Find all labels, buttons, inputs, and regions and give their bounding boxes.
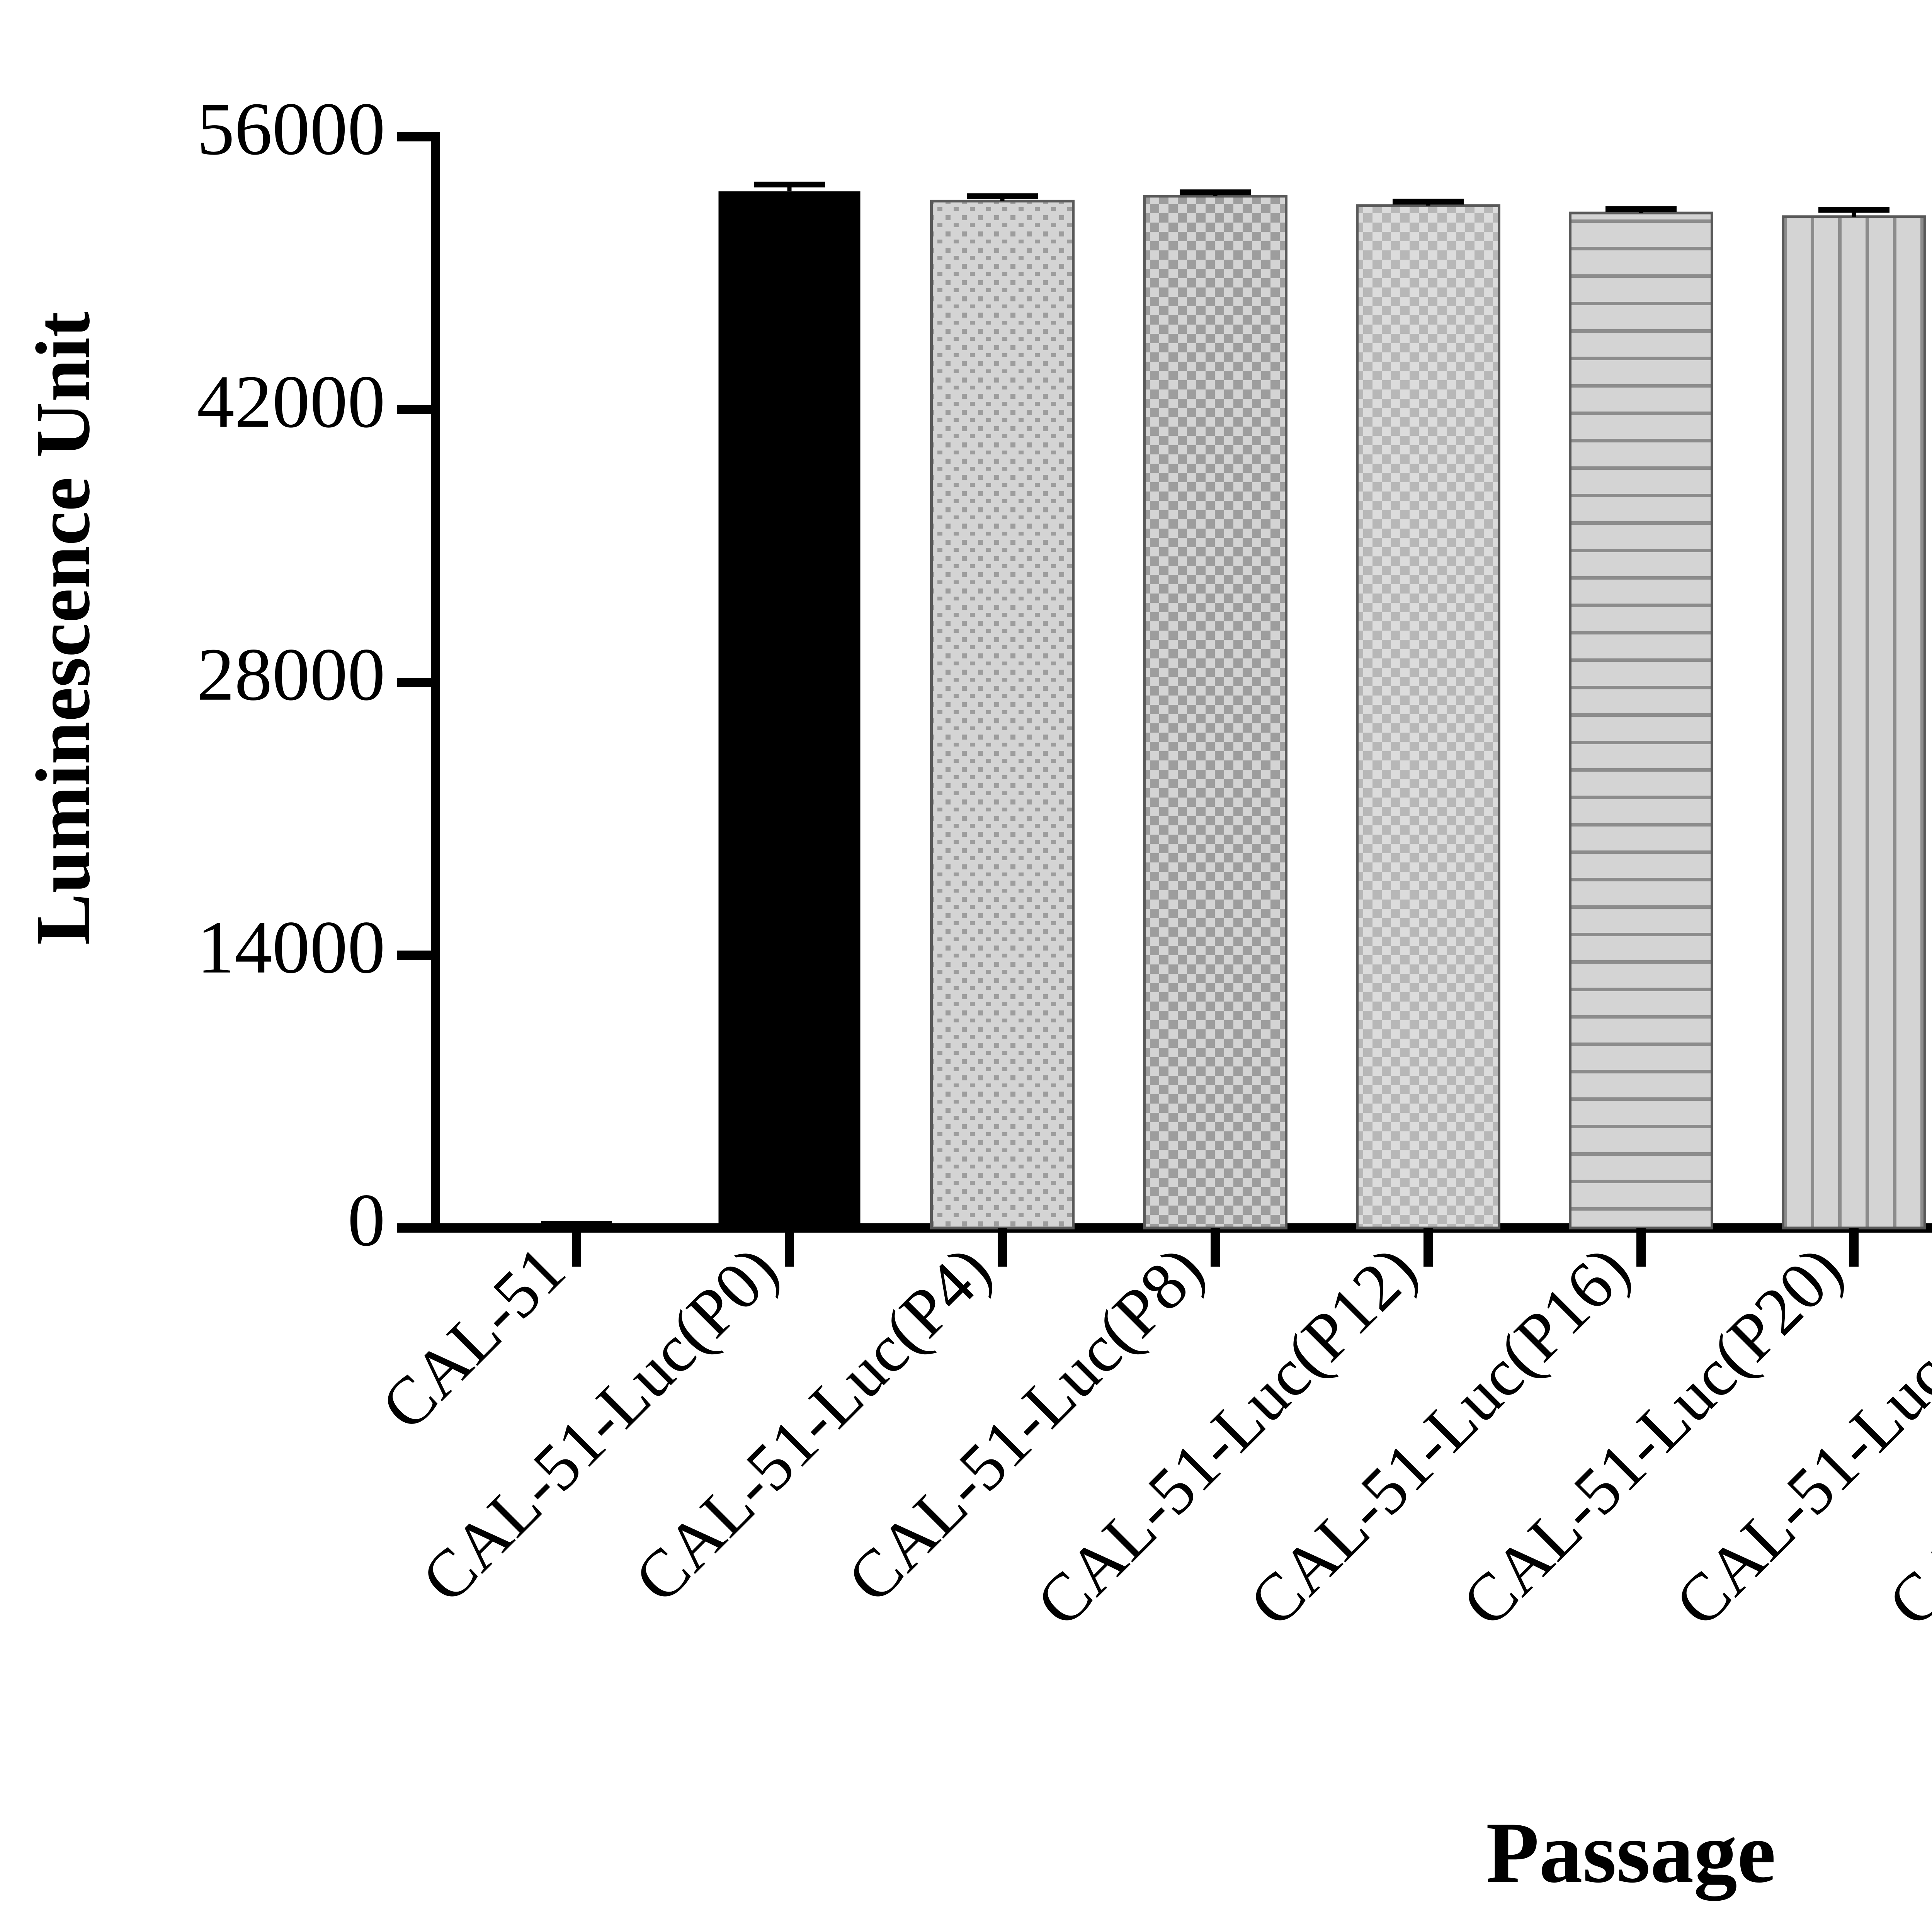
svg-text:CAL-51-Luc(P0): CAL-51-Luc(P0)	[407, 1232, 792, 1617]
svg-text:56000: 56000	[197, 87, 386, 171]
svg-text:Passage: Passage	[1486, 1804, 1776, 1901]
svg-text:42000: 42000	[197, 360, 386, 444]
svg-text:CAL-51-Luc(P8): CAL-51-Luc(P8)	[833, 1232, 1218, 1617]
svg-text:CAL-51-Luc(P20): CAL-51-Luc(P20)	[1448, 1232, 1857, 1641]
svg-text:28000: 28000	[197, 633, 386, 716]
svg-text:CAL-51-Luc(P16): CAL-51-Luc(P16)	[1235, 1232, 1644, 1641]
svg-text:0: 0	[348, 1179, 386, 1262]
svg-text:14000: 14000	[197, 906, 386, 989]
svg-text:CAL-51-Luc(P12): CAL-51-Luc(P12)	[1022, 1232, 1431, 1641]
svg-text:CAL-51: CAL-51	[367, 1232, 579, 1444]
svg-text:CAL-51-Luc(P4): CAL-51-Luc(P4)	[620, 1232, 1005, 1617]
svg-text:Luminescence Unit: Luminescence Unit	[20, 312, 106, 945]
